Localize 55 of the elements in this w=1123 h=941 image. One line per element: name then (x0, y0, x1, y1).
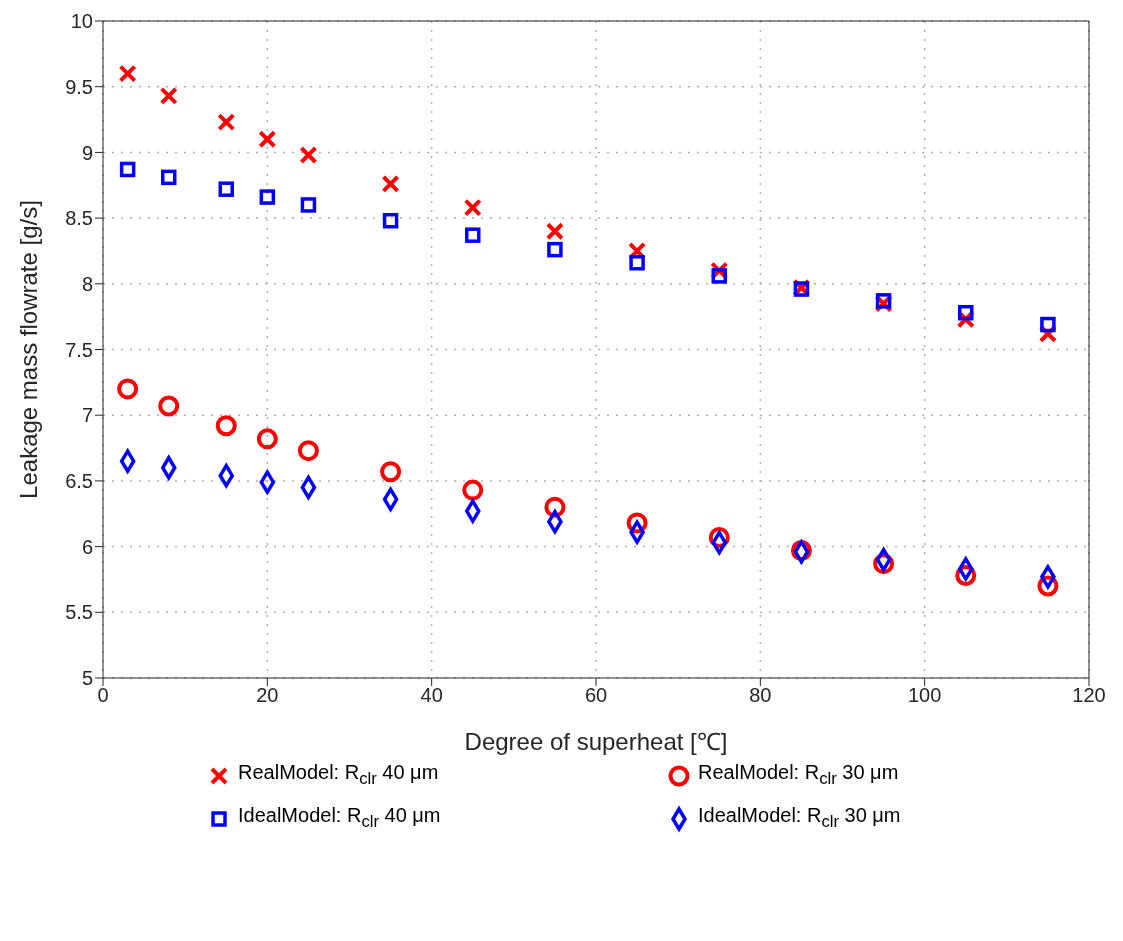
y-axis-title: Leakage mass flowrate [g/s] (14, 200, 42, 499)
point (381, 174, 400, 193)
y-tick-label: 5.5 (65, 601, 93, 624)
y-tick-label: 5 (81, 667, 93, 690)
point (117, 378, 139, 400)
x-tick-label: 40 (420, 684, 443, 707)
point (711, 268, 727, 284)
legend-label: RealModel: R$_{clr}$ 30 μm (698, 761, 899, 788)
point (299, 146, 318, 165)
x-axis-title: Degree of superheat [℃] (464, 728, 728, 755)
x-tick-label: 20 (256, 684, 279, 707)
x-tick-label: 80 (749, 684, 772, 707)
point (160, 456, 177, 480)
y-tick-label: 8.5 (65, 207, 93, 230)
y-tick-label: 9 (81, 141, 93, 164)
y-tick-label: 7 (81, 404, 93, 427)
legend-label: IdealModel: R$_{clr}$ 30 μm (698, 804, 901, 831)
point (380, 461, 402, 483)
point (1040, 316, 1056, 333)
point (218, 181, 234, 197)
point (259, 470, 276, 494)
legend-label: RealModel: R$_{clr}$ 40 μm (238, 761, 439, 788)
point (159, 86, 178, 105)
point (256, 428, 278, 450)
x-tick-label: 60 (584, 684, 608, 707)
point (258, 130, 277, 149)
x-tick-label: 100 (907, 684, 942, 707)
point (462, 479, 484, 501)
y-tick-label: 9.5 (65, 75, 93, 98)
point (297, 440, 319, 462)
point (547, 241, 563, 258)
point (545, 222, 564, 241)
point (158, 395, 180, 417)
point (118, 64, 137, 83)
point (875, 293, 892, 309)
point (958, 304, 974, 321)
point (160, 169, 177, 186)
y-tick-label: 10 (70, 10, 93, 33)
point (259, 189, 276, 205)
y-tick-label: 8 (81, 272, 93, 295)
x-tick-label: 0 (97, 684, 109, 707)
point (119, 161, 136, 178)
point (465, 227, 481, 243)
point (119, 449, 136, 473)
point (217, 113, 236, 132)
y-tick-label: 6.5 (65, 470, 93, 492)
point (382, 212, 399, 229)
y-tick-label: 7.5 (65, 338, 93, 361)
x-tick-label: 120 (1072, 684, 1106, 707)
point (629, 255, 645, 271)
point (215, 415, 237, 437)
y-tick-label: 6 (81, 535, 93, 558)
legend-label: IdealModel: R$_{clr}$ 40 μm (238, 804, 441, 831)
point (463, 198, 482, 217)
point (300, 197, 317, 213)
